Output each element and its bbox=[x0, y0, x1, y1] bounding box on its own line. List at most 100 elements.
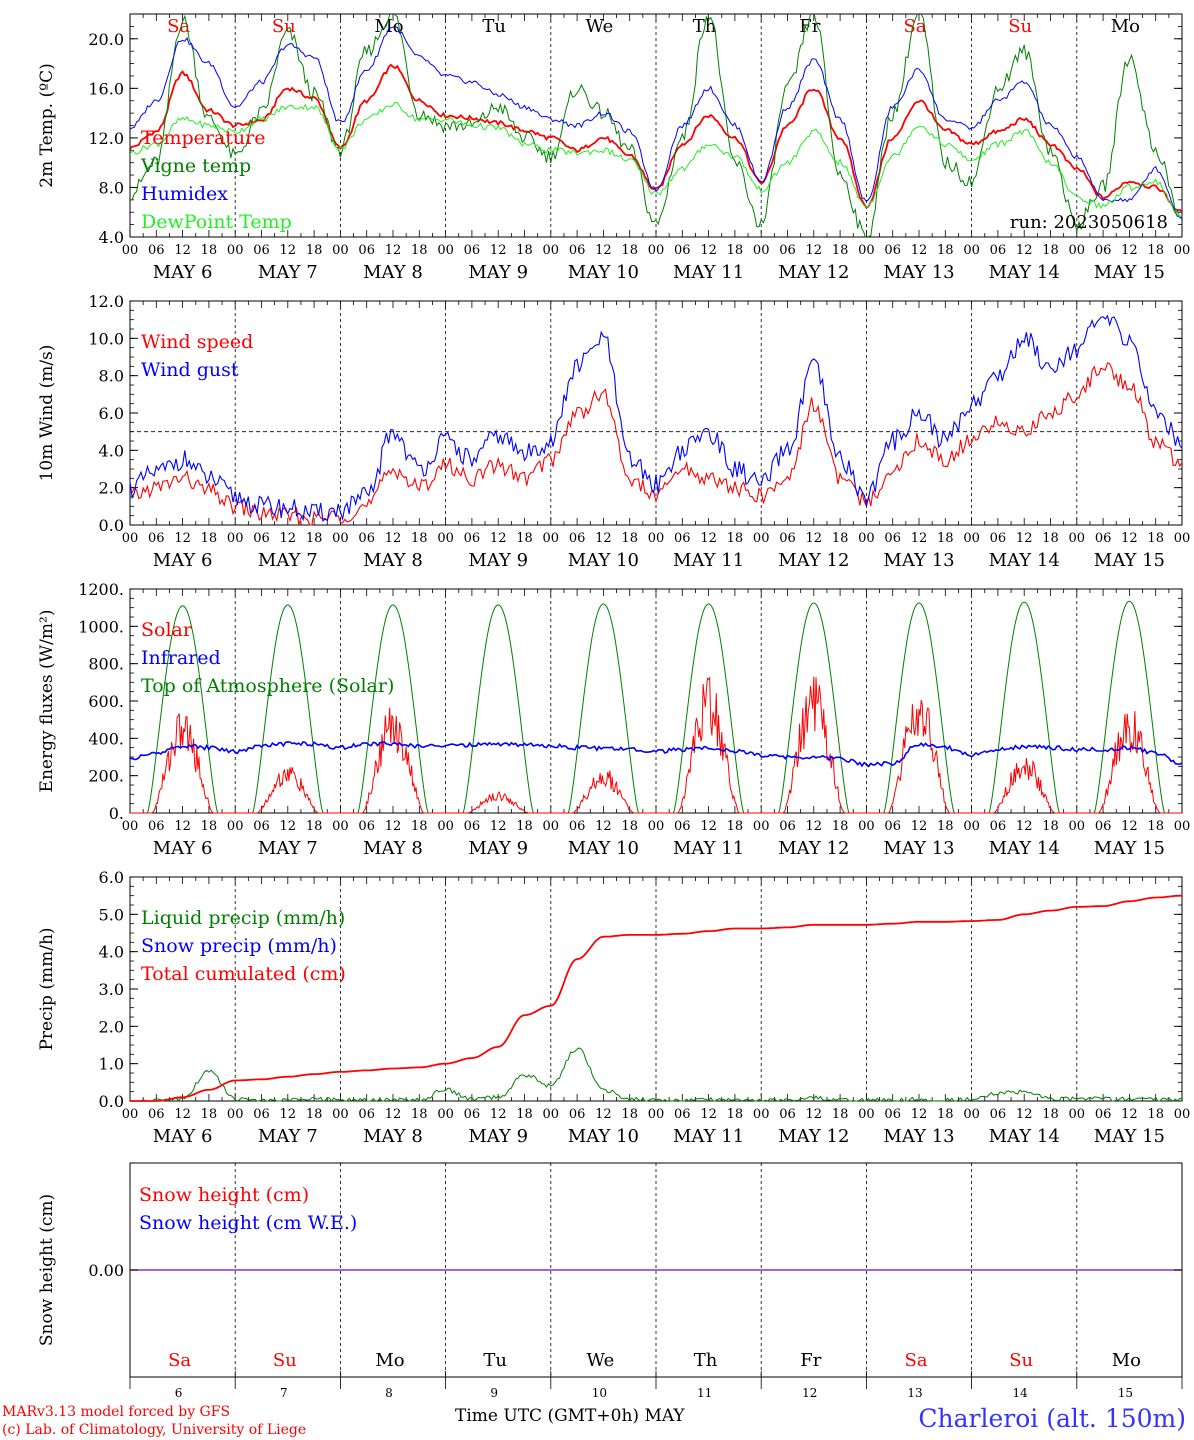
hour-label: 18 bbox=[937, 531, 954, 546]
y-tick-label: 10.0 bbox=[88, 329, 124, 348]
day-name: Sa bbox=[168, 1350, 191, 1371]
hour-label: 18 bbox=[306, 243, 323, 258]
date-label: MAY 7 bbox=[258, 550, 318, 571]
y-tick-label: 4.0 bbox=[99, 943, 124, 962]
hour-label: 18 bbox=[937, 1107, 954, 1122]
day-number: 13 bbox=[907, 1386, 922, 1400]
day-number: 15 bbox=[1118, 1386, 1133, 1400]
legend-snow-height-cm-: Snow height (cm) bbox=[139, 1184, 309, 1206]
day-number: 8 bbox=[385, 1386, 393, 1400]
hour-label: 00 bbox=[122, 1107, 139, 1122]
hour-label: 12 bbox=[280, 819, 297, 834]
hour-label: 18 bbox=[516, 819, 533, 834]
hour-label: 06 bbox=[569, 243, 586, 258]
hour-label: 18 bbox=[1042, 243, 1059, 258]
hour-label: 12 bbox=[174, 1107, 191, 1122]
time-axis-label: Time UTC (GMT+0h) MAY bbox=[455, 1406, 685, 1426]
date-label: MAY 13 bbox=[883, 550, 954, 571]
y-tick-label: 4.0 bbox=[99, 441, 124, 460]
day-name: Su bbox=[273, 1350, 297, 1371]
day-name: Tu bbox=[483, 1350, 507, 1371]
hour-label: 18 bbox=[1042, 531, 1059, 546]
hour-label: 12 bbox=[280, 243, 297, 258]
hour-label: 06 bbox=[358, 819, 375, 834]
hour-label: 00 bbox=[227, 1107, 244, 1122]
hour-label: 12 bbox=[595, 819, 612, 834]
hour-label: 12 bbox=[1016, 531, 1033, 546]
date-label: MAY 7 bbox=[258, 838, 318, 859]
series-temperature bbox=[130, 63, 1182, 213]
hour-label: 00 bbox=[858, 531, 875, 546]
date-label: MAY 12 bbox=[778, 262, 849, 283]
hour-label: 18 bbox=[727, 531, 744, 546]
model-credit: MARv3.13 model forced by GFS bbox=[2, 1404, 231, 1420]
date-label: MAY 12 bbox=[778, 550, 849, 571]
date-label: MAY 7 bbox=[258, 1126, 318, 1147]
hour-label: 06 bbox=[253, 243, 270, 258]
date-label: MAY 6 bbox=[153, 1126, 213, 1147]
panel-frame bbox=[129, 588, 1183, 814]
series-wind-speed bbox=[129, 362, 1183, 526]
hour-label: 00 bbox=[437, 531, 454, 546]
hour-label: 00 bbox=[122, 819, 139, 834]
y-tick-label: 6.0 bbox=[99, 868, 124, 887]
hour-label: 18 bbox=[411, 243, 428, 258]
hour-label: 00 bbox=[963, 243, 980, 258]
hour-label: 18 bbox=[306, 819, 323, 834]
hour-label: 00 bbox=[753, 819, 770, 834]
hour-label: 06 bbox=[358, 243, 375, 258]
y-tick-label: 8.0 bbox=[99, 178, 124, 197]
date-label: MAY 8 bbox=[363, 550, 423, 571]
hour-label: 00 bbox=[648, 531, 665, 546]
date-label: MAY 9 bbox=[468, 1126, 528, 1147]
hour-label: 00 bbox=[858, 1107, 875, 1122]
date-label: MAY 11 bbox=[673, 838, 744, 859]
date-label: MAY 14 bbox=[989, 550, 1060, 571]
panel-frame bbox=[129, 300, 1183, 526]
hour-label: 00 bbox=[858, 243, 875, 258]
panel-4: Sa Su Mo Tu We Th Fr Sa Su Mo 0.00 Snow height (cm)… bbox=[37, 1162, 1183, 1400]
panel-1: 00 06 12 18 00 06 12 18 00 06 12 18 00 06 12 18 00 06 12 18… bbox=[37, 292, 1190, 571]
hour-label: 12 bbox=[1016, 1107, 1033, 1122]
hour-label: 06 bbox=[148, 1107, 165, 1122]
hour-label: 12 bbox=[174, 531, 191, 546]
day-name: We bbox=[587, 1350, 615, 1371]
hour-label: 00 bbox=[543, 819, 560, 834]
legend-infrared: Infrared bbox=[141, 647, 221, 669]
hour-label: 00 bbox=[1174, 531, 1191, 546]
series-liquid-precip bbox=[129, 1047, 1183, 1102]
hour-label: 12 bbox=[806, 243, 823, 258]
legend-humidex: Humidex bbox=[141, 183, 228, 205]
hour-label: 00 bbox=[1174, 1107, 1191, 1122]
hour-label: 12 bbox=[490, 531, 507, 546]
day-number: 14 bbox=[1013, 1386, 1029, 1400]
date-label: MAY 8 bbox=[363, 838, 423, 859]
hour-label: 06 bbox=[990, 243, 1007, 258]
date-label: MAY 13 bbox=[883, 1126, 954, 1147]
hour-label: 12 bbox=[1121, 243, 1138, 258]
series-total-cumulated bbox=[130, 894, 1182, 1102]
hour-label: 06 bbox=[779, 819, 796, 834]
hour-label: 00 bbox=[543, 531, 560, 546]
hour-label: 18 bbox=[516, 1107, 533, 1122]
hour-label: 18 bbox=[201, 531, 218, 546]
hour-label: 12 bbox=[700, 531, 717, 546]
hour-label: 12 bbox=[385, 243, 402, 258]
hour-label: 18 bbox=[201, 243, 218, 258]
hour-label: 06 bbox=[779, 243, 796, 258]
hour-label: 06 bbox=[779, 531, 796, 546]
day-number: 10 bbox=[592, 1386, 607, 1400]
date-label: MAY 9 bbox=[468, 838, 528, 859]
series-dewpoint-temp bbox=[130, 101, 1182, 218]
hour-label: 12 bbox=[490, 243, 507, 258]
day-number: 6 bbox=[175, 1386, 183, 1400]
hour-label: 06 bbox=[990, 531, 1007, 546]
hour-label: 12 bbox=[595, 531, 612, 546]
day-name: Mo bbox=[1112, 1350, 1141, 1371]
date-label: MAY 14 bbox=[989, 1126, 1060, 1147]
hour-label: 00 bbox=[332, 819, 349, 834]
hour-label: 00 bbox=[332, 531, 349, 546]
day-name: Mo bbox=[374, 16, 403, 37]
series-wind-gust bbox=[129, 314, 1183, 522]
